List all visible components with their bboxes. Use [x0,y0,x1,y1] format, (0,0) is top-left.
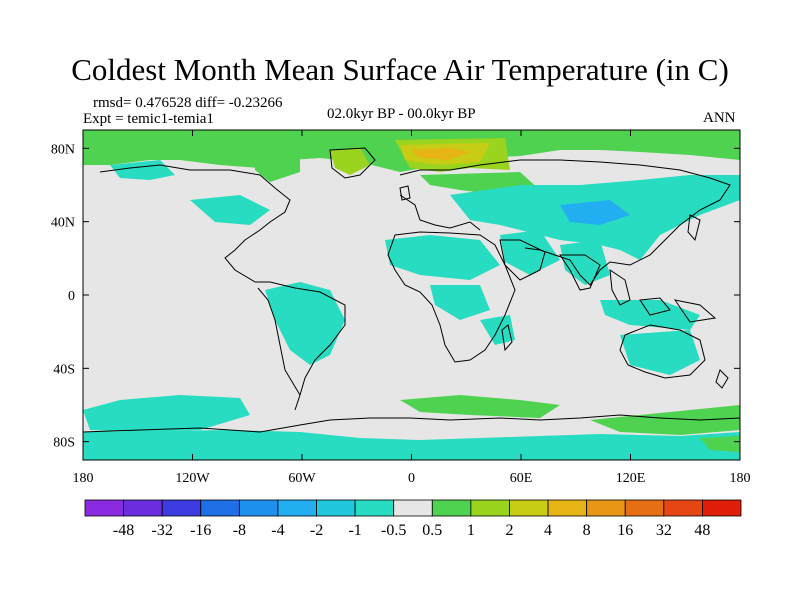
coast-greenland [329,147,376,179]
colorbar-swatch [277,499,317,517]
y-tick-label: 0 [68,289,75,304]
colorbar-swatch [316,499,356,517]
coast-british-isles [399,185,411,201]
colorbar-label: -8 [233,522,246,539]
experiment-label: Expt = temic1-temia1 [83,111,214,127]
colorbar-swatch [431,499,472,517]
colorbar-label: -2 [310,522,323,539]
colorbar-label: -16 [190,522,211,539]
colorbar-swatch [161,499,202,517]
field-antarctica-green-patch [700,436,740,452]
colorbar-swatch [624,499,665,517]
x-tick-label: 0 [408,471,415,486]
colorbar: -48 -32 -16 -8 -4 -2 -1 -0.5 0.5 1 2 4 8 16 32 48 [84,499,742,539]
field-greenland [330,148,370,175]
colorbar-label: -48 [113,522,134,539]
x-tick-label: 120W [175,471,210,486]
field-antarctica-teal [83,430,740,460]
field-weddell [400,395,560,418]
coast-africa [387,231,516,363]
colorbar-label: -0.5 [381,522,406,539]
colorbar-swatch [393,499,433,517]
stats-text: rmsd= 0.476528 diff= -0.23266 [93,95,283,111]
field-n-america [190,195,270,225]
field-arctic-orange [410,148,470,160]
colorbar-label: 1 [467,522,475,539]
coast-arabia [499,239,546,281]
colorbar-swatch [200,499,240,517]
coast-europe [399,194,481,231]
coast-antarctica [83,414,740,433]
field-arabia [500,230,560,275]
y-axis: 80N 40N 0 40S 80S [51,142,740,451]
colorbar-label: -4 [271,522,284,539]
field-s-america [265,282,345,365]
colorbar-swatch [702,499,742,517]
colorbar-label: 2 [505,522,513,539]
field-n-africa [385,235,500,280]
colorbar-swatch [470,499,510,517]
coast-australia [619,324,706,379]
chart-title: Coldest Month Mean Surface Air Temperatu… [71,52,729,87]
field-canada-green [255,148,300,182]
field-australia [620,330,700,375]
field-antarctica-green [590,405,740,435]
period-label: 02.0kyr BP - 00.0kyr BP [327,106,476,122]
colorbar-label: -1 [348,522,361,539]
x-tick-label: 180 [730,471,751,486]
colorbar-label: -32 [152,522,173,539]
coast-india [559,254,601,291]
colorbar-label: 16 [617,522,633,539]
colorbar-label: 0.5 [422,522,442,539]
coast-n-america [99,164,291,283]
coast-madagascar [501,324,513,352]
y-tick-label: 80S [53,436,75,451]
y-tick-label: 80N [51,142,75,157]
field-c-africa [430,285,490,320]
colorbar-swatch [84,499,124,517]
colorbar-swatch [238,499,279,517]
coast-new-zealand [715,369,729,389]
x-axis: 180 120W 60W 0 60E 120E 180 [73,130,751,486]
coast-eurasia [399,159,731,286]
coastlines [83,147,740,433]
y-tick-label: 40S [53,362,75,377]
field-central-asia [560,200,630,225]
colorbar-swatch [547,499,588,517]
coast-japan [687,214,701,242]
coast-s-america [255,281,346,411]
colorbar-label: 48 [694,522,710,539]
colorbar-swatch [586,499,626,517]
y-tick-label: 40N [51,216,75,231]
x-tick-label: 180 [73,471,94,486]
colorbar-swatch [663,499,703,517]
coast-se-asia [609,268,717,323]
x-tick-label: 60E [510,471,533,486]
colorbar-label: 8 [583,522,591,539]
x-tick-label: 120E [616,471,646,486]
colorbar-swatch [354,499,395,517]
colorbar-swatch [509,499,549,517]
colorbar-label: 32 [656,522,672,539]
colorbar-label: 4 [544,522,552,539]
x-tick-label: 60W [288,471,316,486]
season-label: ANN [703,110,736,126]
field-s-pacific [83,395,250,432]
colorbar-swatch [123,499,163,517]
